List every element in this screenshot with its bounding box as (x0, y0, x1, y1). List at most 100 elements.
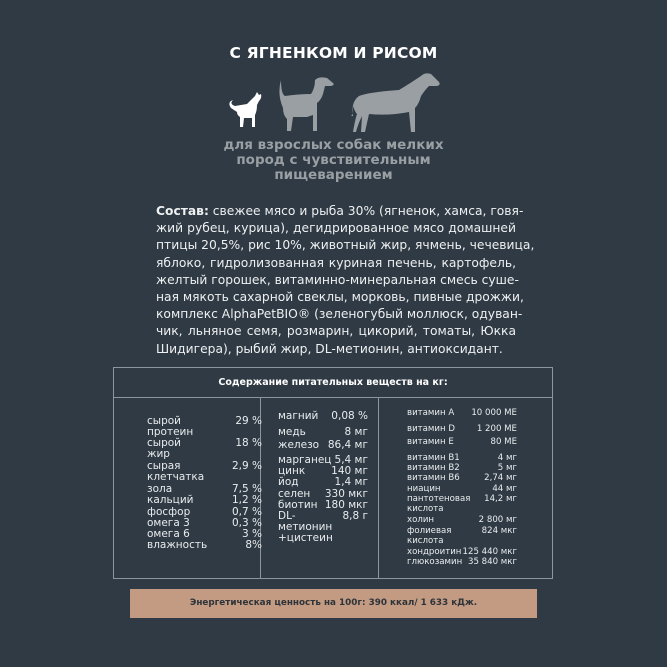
nutrient-row: марганец 5,4 мг (278, 455, 368, 466)
nutrient-value: 44 мг (492, 484, 517, 494)
nutrient-value: 10 000 МЕ (471, 408, 517, 418)
product-subtitle: для взрослых собак мелких пород с чувств… (223, 137, 444, 183)
nutrient-row: DL-метионин +цистеин 8,8 г (278, 511, 368, 544)
nutrient-label: селен (278, 488, 311, 500)
nutrient-row: хондроитин 125 440 мкг (407, 547, 517, 557)
nutrient-label: витамин E (407, 437, 454, 447)
nutrient-row: витамин B2 5 мг (407, 463, 517, 473)
column-divider (260, 398, 261, 578)
medium-dog-icon (279, 77, 334, 131)
nutrient-row: фосфор 0,7 % (147, 506, 262, 518)
nutrient-row: пантотеновая кислота 14,2 мг (407, 494, 517, 515)
nutrient-value: 86,4 мг (327, 439, 368, 451)
nutrient-label: витамин B2 (407, 463, 460, 473)
nutrient-label: биотин (278, 499, 318, 511)
nutrient-value: 0,7 % (231, 506, 262, 518)
nutrient-value: 5 мг (497, 463, 517, 473)
dog-sizes-illustration (229, 73, 440, 132)
nutrient-label: омега 3 (147, 517, 190, 529)
nutrient-label: омега 6 (147, 528, 190, 540)
nutrient-label: марганец (278, 454, 332, 466)
composition-text: Состав: свежее мясо и рыба 30% (ягненок,… (156, 203, 535, 358)
nutrient-label: DL-метионин +цистеин (278, 510, 333, 544)
composition-line: комплекс AlphaPetBIO® (зеленогубый моллю… (156, 307, 523, 322)
nutrient-value: 2 800 мг (478, 515, 517, 525)
nutrient-row: омега 3 0,3 % (147, 517, 262, 529)
nutrient-row: витамин B1 4 мг (407, 453, 517, 463)
nutrient-label: витамин A (407, 408, 455, 418)
nutrient-label: холин (407, 515, 435, 525)
energy-value-band: Энергетическая ценность на 100г: 390 кка… (130, 589, 537, 618)
nutrient-value: 80 МЕ (490, 437, 517, 447)
nutrient-row: фолиевая кислота 824 мкг (407, 526, 517, 547)
nutrient-value: 7,5 % (231, 483, 262, 495)
composition-line: чик, льняное семя, розмарин, цикорий, то… (156, 324, 516, 339)
nutrient-value: 140 мг (331, 465, 368, 477)
nutrient-label: йод (278, 476, 299, 488)
nutrient-label: железо (278, 439, 320, 451)
nutrient-row: влажность 8% (147, 539, 262, 551)
nutrient-label: фолиевая кислота (407, 526, 452, 547)
composition-line: Шидигера), рыбий жир, DL-метионин, антио… (156, 341, 503, 356)
product-title: С ЯГНЕНКОМ И РИСОМ (229, 44, 438, 62)
nutrients-table: Содержание питательных веществ на кг: сы… (113, 367, 553, 579)
nutrient-row: железо 86,4 мг (278, 440, 368, 451)
nutrient-label: пантотеновая кислота (407, 494, 471, 515)
nutrient-value: 14,2 мг (484, 494, 517, 504)
nutrient-value: 8% (245, 539, 262, 551)
composition-line: желтый горошек, витаминно-минеральная см… (156, 272, 519, 287)
nutrient-row: биотин 180 мкг (278, 500, 368, 511)
nutrient-label: влажность (147, 539, 208, 551)
nutrient-value: 0,3 % (231, 517, 262, 529)
nutrient-value: 824 мкг (481, 526, 517, 536)
nutrient-label: сырая клетчатка (147, 460, 205, 484)
nutrient-label: сырой жир (147, 437, 181, 461)
nutrient-value: 29 % (235, 415, 262, 427)
nutrient-value: 4 мг (497, 453, 517, 463)
composition-line: ная мякоть сахарной свеклы, морковь, пив… (156, 290, 524, 305)
nutrient-label: хондроитин (407, 547, 462, 557)
nutrient-label: витамин B1 (407, 453, 460, 463)
nutrient-label: сырой протеин (147, 415, 194, 439)
nutrient-row: селен 330 мкг (278, 489, 368, 500)
nutrient-value: 5,4 мг (334, 454, 368, 466)
small-dog-icon (229, 92, 262, 127)
nutrient-label: глюкозамин (407, 557, 463, 567)
composition-line: птицы 20,5%, рис 10%, животный жир, ячме… (156, 238, 535, 253)
nutrient-row: омега 6 3 % (147, 528, 262, 540)
column-divider (378, 398, 379, 578)
nutrient-value: 1,4 мг (334, 476, 368, 488)
nutrient-label: зола (147, 483, 173, 495)
composition-line: жий рубец, курица), дегидрированное мясо… (156, 221, 516, 236)
nutrient-label: магний (278, 410, 319, 422)
nutrient-row: витамин A 10 000 МЕ (407, 408, 517, 418)
nutrient-label: ниацин (407, 484, 441, 494)
nutrient-row: магний 0,08 % (278, 411, 368, 422)
nutrient-row: кальций 1,2 % (147, 494, 262, 506)
large-dog-icon (351, 73, 440, 132)
nutrient-value: 180 мкг (324, 499, 368, 511)
nutrient-value: 8,8 г (342, 510, 368, 522)
nutrient-value: 0,08 % (331, 410, 368, 422)
nutrient-row: зола 7,5 % (147, 483, 262, 495)
nutrient-value: 330 мкг (324, 488, 368, 500)
nutrient-row: сырой жир 18 % (147, 437, 262, 461)
nutrient-value: 125 440 мкг (462, 547, 517, 557)
nutrient-row: йод 1,4 мг (278, 477, 368, 488)
nutrient-value: 3 % (242, 528, 262, 540)
nutrient-row: сырая клетчатка 2,9 % (147, 460, 262, 484)
nutrient-label: цинк (278, 465, 306, 477)
nutrient-label: кальций (147, 494, 194, 506)
nutrient-row: витамин E 80 МЕ (407, 437, 517, 447)
nutrient-row: ниацин 44 мг (407, 484, 517, 494)
composition-line: яблоко, гидролизованная куриная печень, … (156, 255, 516, 270)
nutrient-row: сырой протеин 29 % (147, 415, 262, 439)
nutrient-row: витамин B6 2,74 мг (407, 473, 517, 483)
nutrient-value: 2,74 мг (484, 473, 517, 483)
nutrient-row: холин 2 800 мг (407, 515, 517, 525)
nutrient-row: медь 8 мг (278, 427, 368, 438)
composition-line: Состав: свежее мясо и рыба 30% (ягненок,… (156, 204, 524, 218)
composition-label: Состав: (156, 204, 209, 218)
nutrient-label: фосфор (147, 506, 191, 518)
nutrients-header: Содержание питательных веществ на кг: (114, 368, 552, 398)
